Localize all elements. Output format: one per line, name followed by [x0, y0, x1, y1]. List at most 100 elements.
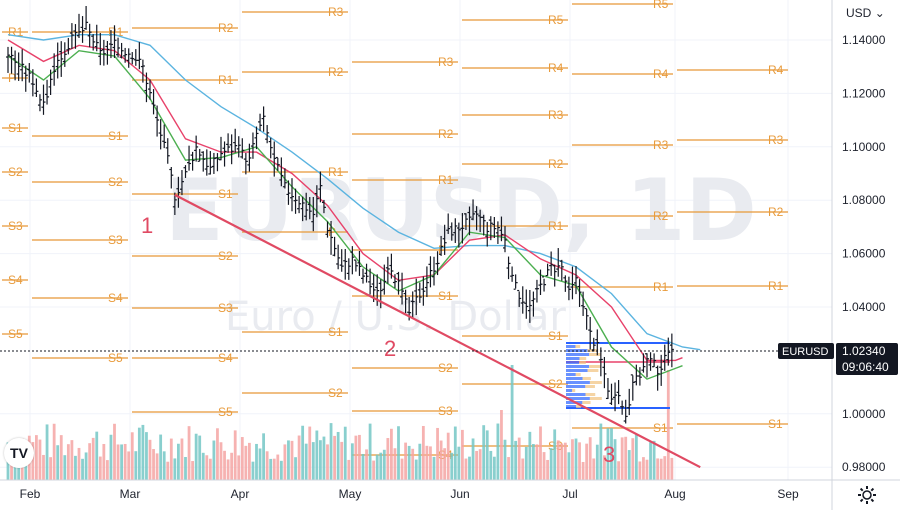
profile-bar [566, 405, 577, 408]
volume-bar [595, 444, 599, 480]
pivot-label: S1 [653, 421, 668, 435]
volume-bar [603, 455, 606, 480]
volume-bars [6, 365, 674, 480]
sma-red-line [7, 39, 683, 362]
volume-bar [429, 446, 432, 480]
volume-bar [645, 459, 649, 480]
volume-bar [240, 437, 244, 480]
pivot-label: P [328, 225, 336, 239]
pivot-label: R1 [108, 25, 124, 39]
volume-bar [95, 431, 99, 480]
volume-bar [588, 437, 592, 480]
volume-bar [592, 458, 596, 480]
volume-bar [45, 424, 49, 480]
wave-labels: 1 2 3 [141, 213, 615, 467]
profile-bar [566, 361, 580, 364]
pivot-label: R4 [548, 61, 564, 75]
volume-bar [581, 461, 585, 480]
x-tick-label: Jul [562, 487, 577, 501]
pivot-label: S2 [218, 249, 233, 263]
volume-bar [145, 432, 148, 480]
volume-bar [137, 427, 141, 480]
volume-bar [556, 440, 560, 480]
volume-bar [425, 445, 429, 480]
volume-bar [528, 431, 532, 480]
volume-bar [311, 442, 315, 480]
profile-bar [566, 357, 580, 360]
volume-bar [326, 444, 329, 480]
volume-bar [269, 458, 273, 480]
volume-bar [91, 437, 95, 480]
y-tick-label: 1.10000 [842, 140, 886, 154]
volume-bar [439, 440, 443, 480]
trendline[interactable] [174, 193, 701, 469]
watermark-symbol: EURUSD, 1D [165, 161, 757, 261]
volume-bar [279, 460, 283, 480]
settings-button[interactable] [856, 484, 878, 506]
volume-bar [127, 451, 131, 480]
volume-profile [566, 342, 670, 409]
volume-bar [517, 437, 521, 480]
pivot-label: R2 [653, 209, 669, 223]
profile-bar-sell [572, 389, 576, 392]
volume-bar [38, 439, 42, 480]
pivot-label: S3 [218, 301, 233, 315]
volume-bar [634, 434, 638, 480]
volume-bar [514, 440, 518, 480]
volume-bar [84, 452, 88, 480]
pivot-label: S5 [8, 327, 23, 341]
volume-bar [251, 461, 255, 480]
pivot-label: R4 [768, 63, 784, 77]
volume-bar [400, 458, 404, 480]
currency-selector[interactable]: USD ⌄ [842, 4, 889, 22]
volume-bar [134, 451, 138, 480]
volume-bar [492, 456, 496, 480]
price-tag-symbol: EURUSD [782, 346, 829, 358]
profile-bar [566, 397, 590, 400]
pivot-label: R2 [218, 21, 234, 35]
volume-bar [304, 443, 308, 480]
tradingview-logo[interactable]: TV [4, 438, 34, 468]
volume-bar [450, 452, 454, 480]
pivot-label: R1 [438, 173, 454, 187]
volume-bar [56, 445, 60, 480]
volume-bar [382, 449, 386, 480]
volume-bar [308, 426, 312, 480]
profile-bar-sell [575, 345, 581, 348]
x-tick-label: May [339, 487, 362, 501]
pivot-label: R3 [653, 138, 669, 152]
volume-bar [475, 450, 478, 480]
volume-bar [106, 460, 109, 480]
chevron-down-icon: ⌄ [874, 6, 885, 20]
price-tag-bg [836, 343, 898, 375]
profile-bar-sell [576, 405, 582, 408]
profile-bar-sell [587, 369, 599, 372]
pivot-label: R2 [548, 157, 564, 171]
volume-bar [375, 454, 379, 480]
volume-bar [31, 442, 35, 480]
volume-bar [627, 450, 631, 480]
volume-bar [372, 460, 376, 480]
profile-bar-sell [582, 377, 591, 380]
volume-bar [35, 435, 38, 480]
volume-bar [666, 370, 670, 480]
volume-bar [524, 446, 528, 480]
volume-bar [208, 458, 212, 480]
volume-bar [120, 444, 123, 480]
y-tick-label: 0.98000 [842, 460, 886, 474]
y-tick-label: 1.00000 [842, 407, 886, 421]
pivot-label: S1 [108, 129, 123, 143]
pivot-label: S1 [548, 329, 563, 343]
volume-bar [478, 449, 482, 480]
volume-bar [436, 427, 439, 480]
pivot-label: S2 [328, 386, 343, 400]
volume-bar [507, 457, 510, 480]
volume-bar [489, 450, 493, 480]
pivot-label: R2 [768, 205, 784, 219]
volume-bar [102, 443, 106, 480]
pivot-label: R3 [438, 55, 454, 69]
volume-bar [659, 458, 663, 480]
volume-bar [532, 444, 535, 480]
x-tick-label: Sep [777, 487, 799, 501]
